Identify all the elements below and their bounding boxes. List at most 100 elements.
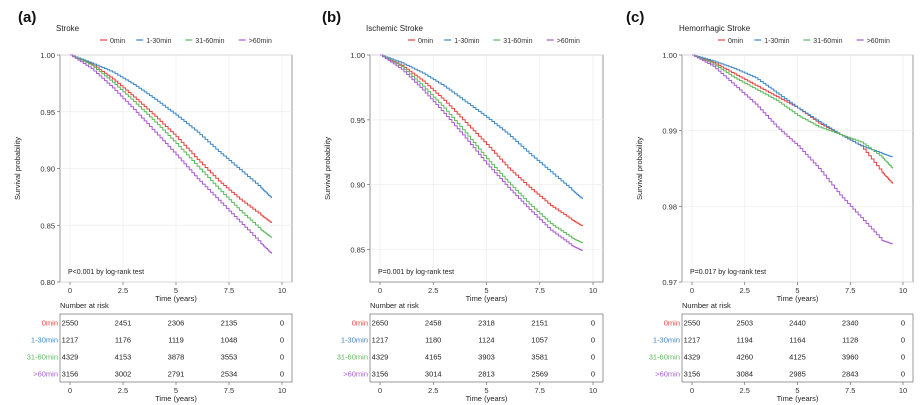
risk-cell: 1180: [425, 336, 441, 345]
risk-cell: 0: [591, 353, 595, 362]
x-tick-label: 7.5: [224, 286, 234, 295]
risk-cell: 0: [280, 319, 284, 328]
y-tick-label: 0.80: [40, 278, 55, 287]
y-tick-label: 0.97: [662, 278, 677, 287]
legend-label: 31-60min: [813, 38, 842, 45]
risk-cell: 2550: [684, 319, 701, 328]
risk-cell: 1176: [115, 336, 131, 345]
risk-table-frame: [681, 313, 914, 383]
risk-x-tick-label: 10: [278, 386, 286, 395]
risk-cell: 2843: [842, 370, 859, 379]
risk-group-label: 0min: [664, 319, 680, 328]
p-value-annotation: P=0.017 by log-rank test: [690, 269, 766, 276]
panel-c: (c) Hemorrhagic Stroke 0min 1-30min 31-60min…: [626, 9, 914, 403]
x-tick-label: 5: [795, 286, 799, 295]
risk-cell: 0: [280, 370, 284, 379]
risk-cell: 2569: [531, 370, 548, 379]
risk-group-label: 0min: [42, 319, 58, 328]
risk-table-frame: [59, 313, 293, 383]
risk-table-title: Number at risk: [682, 301, 731, 310]
risk-group-label: 0min: [352, 319, 368, 328]
risk-x-axis-title: Time (years): [466, 394, 508, 403]
risk-cell: 1217: [372, 336, 389, 345]
legend-label: 1-30min: [454, 38, 479, 45]
risk-x-tick-label: 5: [174, 386, 178, 395]
y-tick-label: 0.95: [350, 116, 365, 125]
risk-cell: 1119: [168, 336, 184, 345]
risk-x-tick-label: 5: [484, 386, 488, 395]
risk-cell: 2650: [372, 319, 389, 328]
risk-x-axis-title: Time (years): [155, 394, 197, 403]
legend-label: 31-60min: [503, 38, 532, 45]
x-tick-label: 2.5: [428, 286, 438, 295]
risk-cell: 0: [901, 336, 905, 345]
panel-label: (b): [322, 9, 341, 26]
risk-cell: 1124: [478, 336, 494, 345]
risk-cell: 3014: [425, 370, 442, 379]
risk-cell: 2813: [478, 370, 495, 379]
risk-cell: 4165: [425, 353, 442, 362]
y-tick-label: 1.00: [40, 51, 55, 60]
risk-cell: 2534: [221, 370, 238, 379]
risk-group-label: >60min: [33, 370, 58, 379]
panel-title: Stroke: [56, 24, 80, 33]
panel-title: Ischemic Stroke: [366, 24, 423, 33]
risk-cell: 2550: [62, 319, 79, 328]
risk-cell: 1164: [789, 336, 805, 345]
risk-group-label: 31-60min: [649, 353, 680, 362]
risk-cell: 3084: [736, 370, 753, 379]
panel-b: (b) Ischemic Stroke 0min 1-30min 31-60min >60…: [322, 9, 604, 403]
x-tick-label: 5: [484, 286, 488, 295]
legend-label: 31-60min: [195, 38, 224, 45]
risk-cell: 1194: [737, 336, 753, 345]
risk-cell: 3553: [221, 353, 238, 362]
risk-cell: 2318: [478, 319, 495, 328]
legend-item: >60min: [856, 38, 890, 45]
x-tick-label: 10: [589, 286, 597, 295]
risk-cell: 2451: [115, 319, 132, 328]
risk-table-title: Number at risk: [370, 301, 419, 310]
y-tick-label: 0.98: [662, 202, 677, 211]
legend-label: 1-30min: [764, 38, 789, 45]
x-tick-label: 5: [174, 286, 178, 295]
risk-cell: 2340: [842, 319, 859, 328]
y-tick-label: 1.00: [662, 51, 677, 60]
legend-label: >60min: [867, 38, 890, 45]
x-tick-label: 0: [68, 286, 72, 295]
risk-cell: 3156: [684, 370, 701, 379]
x-axis-title: Time (years): [466, 294, 508, 303]
risk-x-tick-label: 2.5: [740, 386, 750, 395]
risk-group-label: >60min: [343, 370, 368, 379]
risk-cell: 2306: [168, 319, 185, 328]
risk-cell: 0: [280, 353, 284, 362]
risk-x-axis-title: Time (years): [777, 394, 819, 403]
risk-cell: 2135: [221, 319, 238, 328]
risk-group-label: >60min: [655, 370, 680, 379]
risk-cell: 0: [591, 319, 595, 328]
y-tick-label: 0.95: [40, 108, 55, 117]
y-axis-title: Survival probability: [323, 137, 332, 200]
risk-cell: 3156: [62, 370, 79, 379]
risk-table-frame: [369, 313, 604, 383]
risk-cell: 4329: [372, 353, 389, 362]
risk-cell: 4125: [789, 353, 806, 362]
p-value-annotation: P<0.001 by log-rank test: [68, 269, 144, 276]
risk-cell: 1057: [531, 336, 548, 345]
x-tick-label: 0: [690, 286, 694, 295]
y-tick-label: 0.90: [350, 181, 365, 190]
risk-cell: 2440: [789, 319, 806, 328]
legend-item: 0min: [408, 38, 433, 45]
legend-item: >60min: [238, 38, 272, 45]
risk-x-tick-label: 2.5: [428, 386, 438, 395]
risk-x-tick-label: 10: [899, 386, 907, 395]
risk-cell: 3581: [531, 353, 548, 362]
panel-label: (c): [626, 9, 644, 26]
x-tick-label: 7.5: [535, 286, 545, 295]
risk-x-tick-label: 0: [690, 386, 694, 395]
risk-cell: 0: [901, 370, 905, 379]
legend-item: 1-30min: [754, 38, 790, 45]
risk-group-label: 1-30min: [341, 336, 368, 345]
risk-cell: 3002: [115, 370, 132, 379]
